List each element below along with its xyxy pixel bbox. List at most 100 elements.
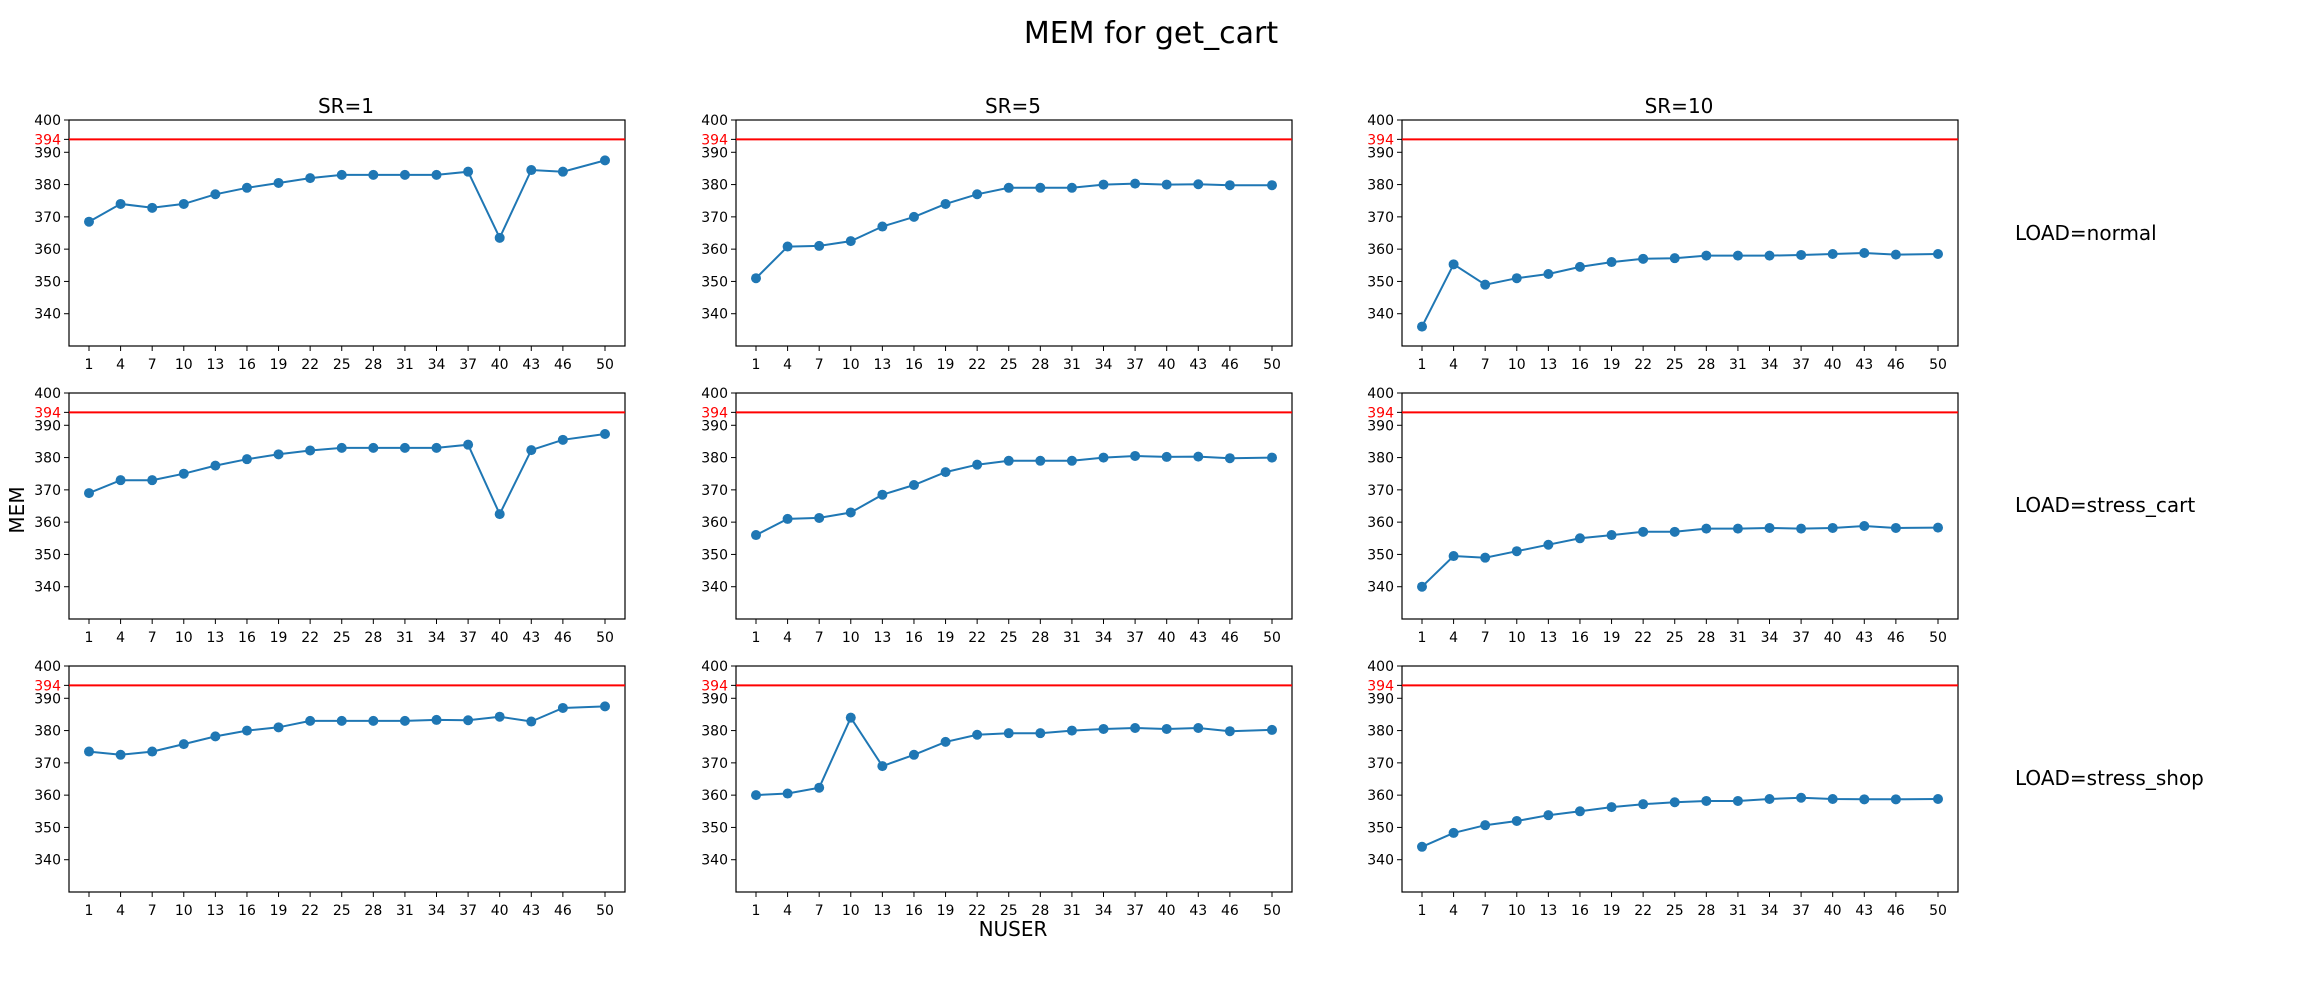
y-axis-label: MEM [5, 486, 29, 533]
data-point [399, 715, 410, 726]
data-point [940, 467, 951, 478]
y-tick-label: 370 [701, 210, 728, 226]
data-point [1543, 810, 1554, 821]
data-point [1701, 795, 1712, 806]
x-tick-label: 10 [842, 903, 860, 919]
data-point [1511, 273, 1522, 284]
threshold-tick-label: 394 [701, 132, 728, 148]
panel-8: 340 350 360 370 380 390 400 394 1 4 7 10 13 16 19 22 25 2… [701, 659, 1293, 919]
x-tick-label: 10 [842, 357, 860, 373]
threshold-tick-label: 394 [1367, 405, 1394, 421]
data-point [1827, 522, 1838, 533]
data-point [1574, 533, 1585, 544]
x-tick-label: 25 [333, 357, 351, 373]
panel-2: 340 350 360 370 380 390 400 394 1 4 7 10 13 16 19 22 25 2… [701, 113, 1293, 373]
x-tick-label: 50 [596, 903, 614, 919]
x-tick-label: 25 [333, 630, 351, 646]
x-tick-label: 31 [396, 903, 414, 919]
x-tick-label: 1 [85, 357, 94, 373]
x-tick-label: 28 [1697, 357, 1715, 373]
data-point [1267, 180, 1277, 191]
data-point [368, 715, 379, 726]
data-point [1417, 581, 1427, 592]
x-tick-label: 50 [1929, 903, 1947, 919]
data-point [1480, 820, 1491, 831]
panels-group: 340 350 360 370 380 390 400 394 1 4 7 10 13 16 19 22 25 2… [34, 113, 1959, 919]
x-tick-label: 46 [1221, 630, 1239, 646]
data-point [1827, 248, 1838, 259]
x-tick-label: 19 [270, 630, 288, 646]
y-tick-label: 340 [701, 580, 728, 596]
x-tick-label: 4 [783, 903, 792, 919]
data-point [908, 211, 919, 222]
y-tick-label: 350 [701, 820, 728, 836]
data-point [84, 746, 94, 757]
x-tick-label: 46 [554, 903, 572, 919]
y-tick-label: 340 [34, 580, 61, 596]
x-tick-label: 10 [1508, 630, 1526, 646]
x-tick-label: 28 [364, 630, 382, 646]
x-tick-label: 40 [1158, 903, 1176, 919]
y-tick-label: 370 [34, 756, 61, 772]
y-tick-label: 350 [701, 274, 728, 290]
y-tick-label: 400 [701, 113, 728, 129]
data-point [1669, 526, 1680, 537]
data-point [273, 449, 284, 460]
y-tick-label: 400 [1367, 113, 1394, 129]
x-tick-label: 22 [968, 357, 986, 373]
data-point [115, 475, 126, 486]
x-tick-label: 16 [905, 357, 923, 373]
x-tick-label: 13 [873, 630, 891, 646]
data-point [1732, 250, 1743, 261]
x-tick-label: 31 [396, 630, 414, 646]
x-tick-label: 1 [752, 630, 761, 646]
x-tick-label: 10 [1508, 357, 1526, 373]
data-point [84, 216, 94, 227]
x-tick-label: 31 [1729, 630, 1747, 646]
data-point [814, 782, 825, 793]
row-label-stress-shop: LOAD=stress_shop [2015, 766, 2204, 790]
y-tick-label: 370 [701, 756, 728, 772]
x-tick-label: 37 [459, 630, 477, 646]
data-point [210, 460, 221, 471]
y-tick-label: 380 [34, 724, 61, 740]
data-point [463, 166, 474, 177]
x-tick-label: 40 [1158, 357, 1176, 373]
data-point [399, 169, 410, 180]
panel-7: 340 350 360 370 380 390 400 394 1 4 7 10 13 16 19 22 25 2… [34, 659, 626, 919]
x-tick-label: 40 [1158, 630, 1176, 646]
x-tick-label: 22 [301, 357, 319, 373]
x-tick-label: 43 [1189, 357, 1207, 373]
data-point [1267, 724, 1277, 735]
axes-frame [1401, 665, 1959, 893]
y-tick-label: 380 [1367, 724, 1394, 740]
data-point [1701, 523, 1712, 534]
y-tick-label: 390 [1367, 691, 1394, 707]
axes-frame [735, 119, 1293, 347]
x-tick-label: 34 [1095, 357, 1113, 373]
series-line [1421, 524, 1939, 588]
y-tick-label: 380 [1367, 451, 1394, 467]
data-point [782, 788, 793, 799]
data-point [1098, 723, 1109, 734]
x-tick-label: 31 [1063, 357, 1081, 373]
x-tick-label: 1 [752, 903, 761, 919]
x-tick-label: 13 [206, 903, 224, 919]
row-label-stress-cart: LOAD=stress_cart [2015, 493, 2195, 517]
x-tick-label: 10 [1508, 903, 1526, 919]
data-point [305, 715, 316, 726]
x-tick-label: 34 [1095, 630, 1113, 646]
y-tick-label: 360 [1367, 242, 1394, 258]
x-tick-label: 7 [1481, 903, 1490, 919]
x-tick-label: 13 [206, 357, 224, 373]
data-point [1511, 815, 1522, 826]
data-point [600, 701, 610, 712]
panel-1: 340 350 360 370 380 390 400 394 1 4 7 10 13 16 19 22 25 2… [34, 113, 626, 373]
data-point [494, 711, 505, 722]
data-point [1638, 253, 1649, 264]
data-point [463, 439, 474, 450]
data-point [1638, 799, 1649, 810]
y-tick-label: 390 [34, 691, 61, 707]
axes-frame [68, 665, 626, 893]
x-tick-label: 43 [1855, 630, 1873, 646]
